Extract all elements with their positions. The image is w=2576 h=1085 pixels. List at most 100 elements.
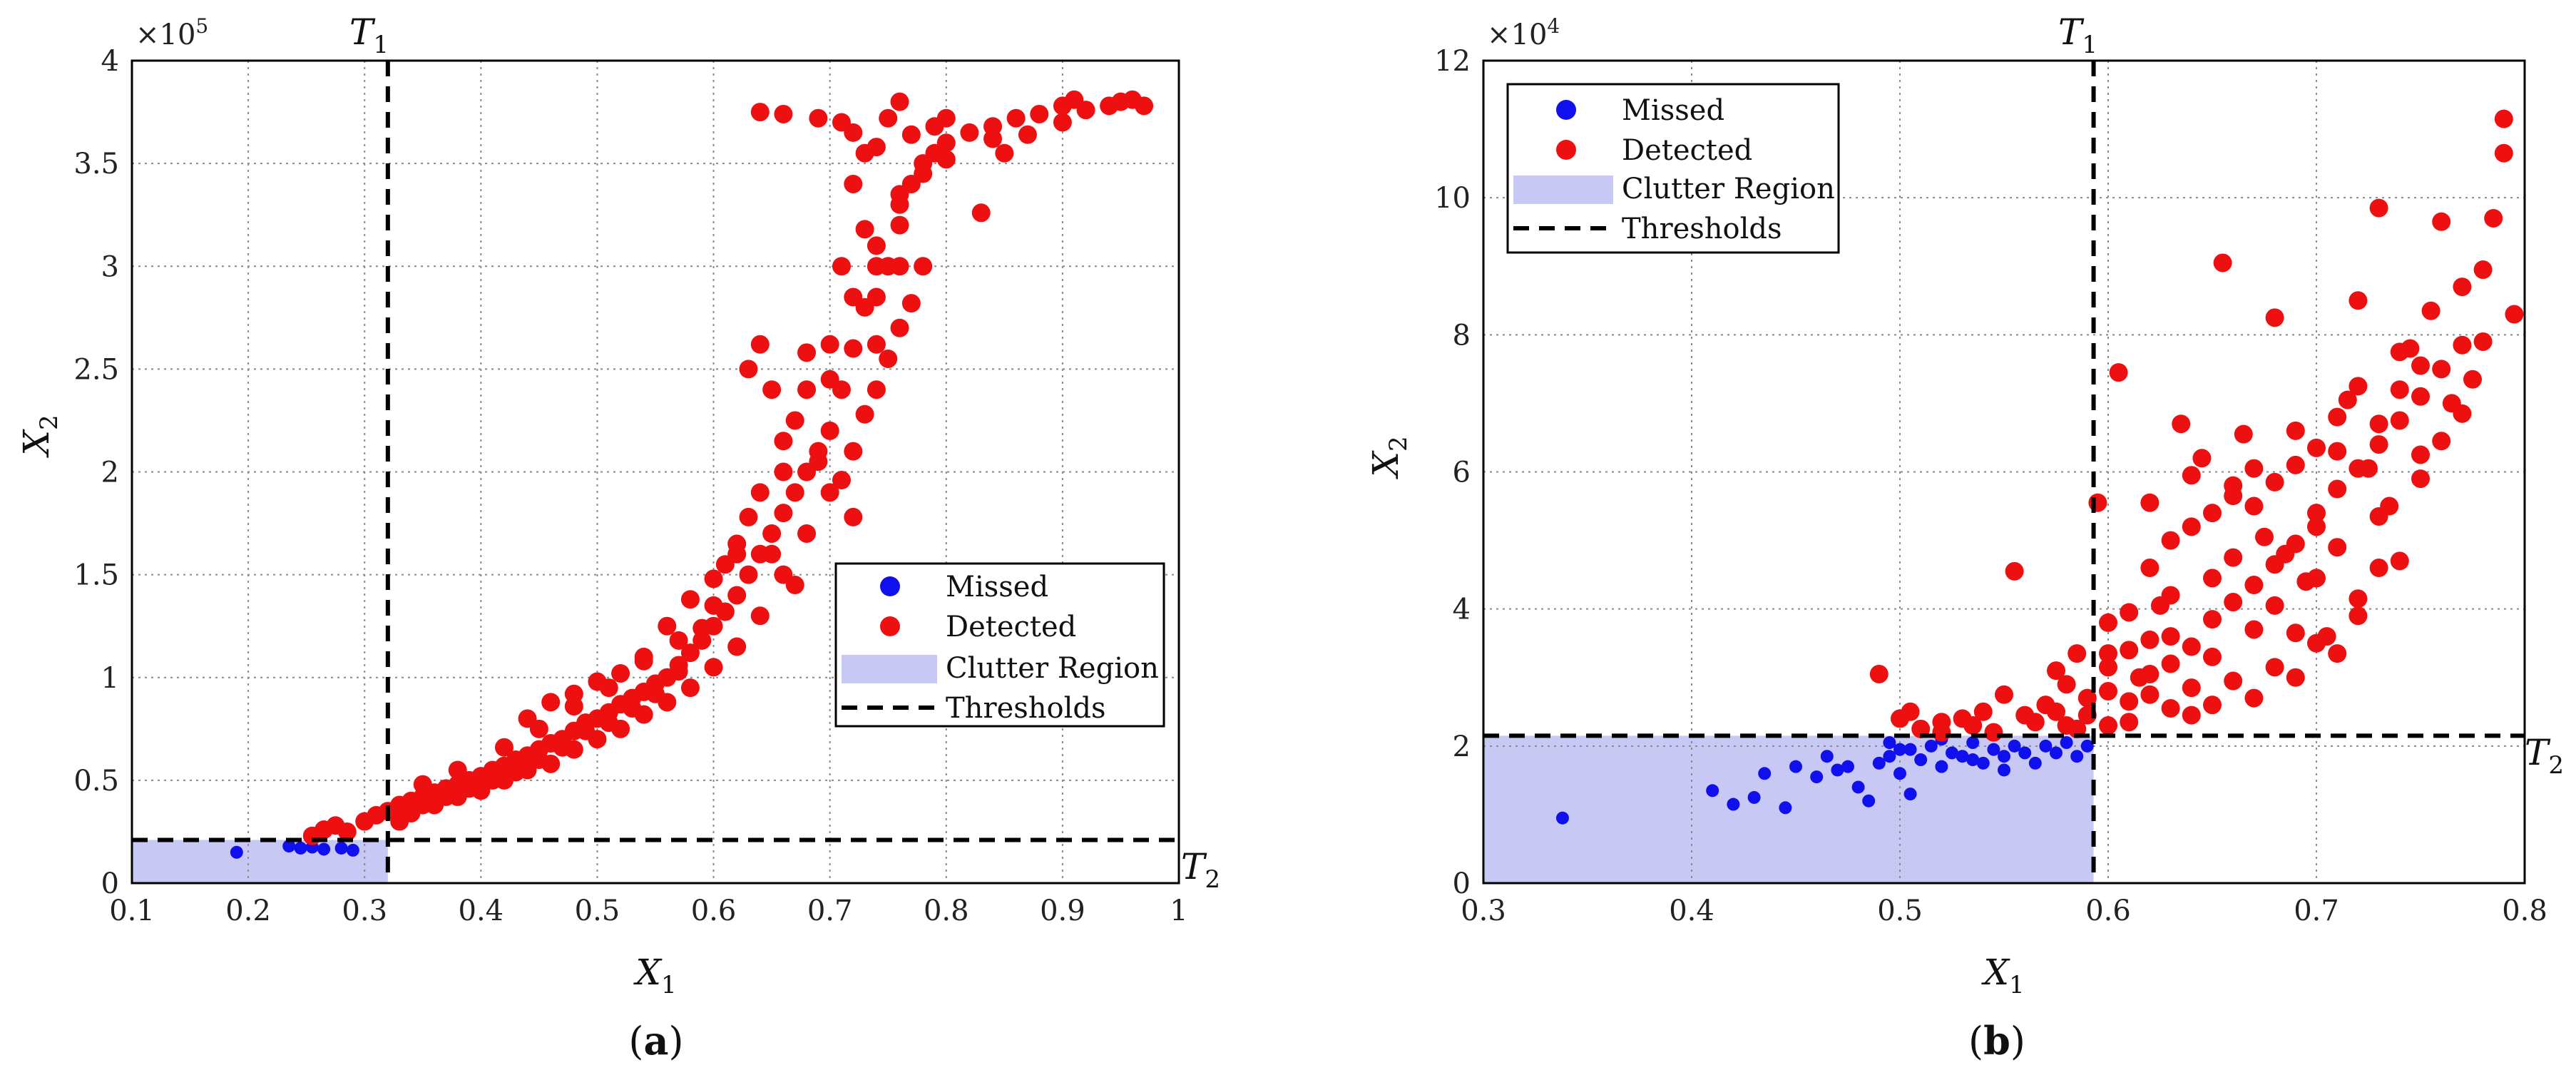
panel-a-y-tick-labels: 0 0.5 1 1.5 2 2.5 3 3.5 4 <box>73 45 119 900</box>
panel-b-point-detected <box>2203 610 2222 629</box>
panel-a-y-axis-label: X2 <box>16 414 63 458</box>
panel-b-y-axis-label-sub: 2 <box>1384 436 1413 452</box>
panel-a-point-detected <box>960 123 979 142</box>
panel-b-x-axis-label: X1 <box>1980 952 2024 999</box>
panel-b-legend-threshold-label: Thresholds <box>1622 213 1782 245</box>
panel-b-point-detected <box>2328 442 2347 461</box>
panel-a-point-detected <box>879 349 898 368</box>
panel-a-point-detected <box>1006 108 1026 128</box>
panel-a-point-detected <box>727 637 747 656</box>
panel-b-point-detected <box>2411 445 2430 464</box>
panel-b-point-detected <box>2307 517 2326 536</box>
panel-b-point-detected <box>2203 569 2222 588</box>
panel-a-caption-letter: a <box>644 1018 669 1064</box>
panel-b-axes-box <box>1482 59 2526 885</box>
panel-a-point-detected <box>634 647 653 666</box>
panel-a-point-detected <box>762 524 782 543</box>
panel-b-x-tick-label: 0.5 <box>1877 895 1923 927</box>
panel-b-point-detected <box>2244 459 2264 478</box>
panel-b-point-detected <box>2182 466 2201 485</box>
panel-a-point-missed <box>294 841 307 855</box>
panel-b-point-detected <box>2463 370 2482 389</box>
panel-b-point-missed <box>1935 760 1948 773</box>
panel-a-point-detected <box>971 203 991 223</box>
panel-a-point-detected <box>739 565 758 584</box>
panel-b-point-detected <box>2328 644 2347 663</box>
panel-a-y-tick-label: 2 <box>101 457 119 489</box>
panel-a-point-detected <box>774 104 793 123</box>
panel-a-point-detected <box>564 684 583 703</box>
panel-a-point-detected <box>715 555 735 574</box>
panel-a-y-tick-label: 0 <box>101 867 119 900</box>
panel-b-point-missed <box>1998 750 2010 763</box>
panel-a-point-missed <box>334 841 348 855</box>
panel-a-plot-area <box>132 61 1179 883</box>
panel-b-x-axis-label-sub: 1 <box>2009 971 2025 999</box>
panel-b-point-detected <box>2307 438 2326 457</box>
panel-a-point-detected <box>901 294 921 313</box>
panel-a-legend-clutter-swatch <box>842 655 937 683</box>
panel-a-point-detected <box>669 631 688 650</box>
panel-b-y-tick-label: 2 <box>1453 730 1471 763</box>
panel-a-legend-detected-marker <box>880 616 900 636</box>
panel-a-t2-label-main: T <box>1181 846 1207 887</box>
panel-a-point-detected <box>436 787 456 806</box>
panel-b-point-detected <box>2265 596 2284 615</box>
panel-b-y-multiplier: ×104 <box>1487 14 1560 51</box>
panel-b-point-detected <box>2286 623 2305 643</box>
panel-b-point-detected <box>2161 586 2180 605</box>
panel-a-point-detected <box>809 108 828 128</box>
panel-a-point-detected <box>727 586 747 605</box>
panel-a-t1-label-main: T <box>349 11 376 53</box>
panel-b-point-detected <box>2140 685 2160 704</box>
panel-b-point-missed <box>1883 750 1896 763</box>
panel-a-x-tick-label: 0.5 <box>575 895 620 927</box>
panel-b-t2-label-main: T <box>2525 732 2551 773</box>
panel-a-point-detected <box>680 590 700 609</box>
panel-b-legend-clutter-swatch <box>1513 175 1613 204</box>
panel-b-points <box>1555 109 2524 825</box>
panel-a-point-detected <box>413 775 432 794</box>
panel-b-point-detected <box>2025 713 2045 732</box>
panel-b-point-detected <box>2286 668 2305 687</box>
panel-b-point-missed <box>1966 753 1980 767</box>
panel-b-point-detected <box>2286 455 2305 474</box>
panel-b-point-detected <box>2140 664 2160 683</box>
panel-b-point-detected <box>2192 449 2212 468</box>
panel-b-point-missed <box>1862 794 1876 808</box>
panel-a-legend-threshold-label: Thresholds <box>946 692 1106 725</box>
panel-b-point-detected <box>2005 561 2024 581</box>
panel-b-point-missed <box>1883 736 1896 750</box>
panel-b-point-detected <box>2140 493 2160 512</box>
panel-a-x-tick-label: 0.3 <box>342 895 387 927</box>
panel-b-y-tick-label: 0 <box>1453 867 1471 900</box>
panel-a-point-detected <box>785 483 804 502</box>
panel-a-point-detected <box>914 257 933 276</box>
panel-a-caption: (a) <box>628 1018 683 1064</box>
panel-a-point-detected <box>774 432 793 451</box>
panel-b-point-missed <box>1872 756 1886 770</box>
panel-b-legend-missed-marker <box>1556 100 1576 120</box>
panel-b-point-missed <box>2008 739 2021 753</box>
panel-a-legend-clutter-label: Clutter Region <box>946 652 1159 685</box>
panel-b-point-detected <box>2473 332 2493 351</box>
panel-a-x-tick-label: 0.7 <box>807 895 853 927</box>
panel-b-point-missed <box>1727 798 1740 811</box>
panel-b-point-missed <box>2039 739 2053 753</box>
panel-b-point-missed <box>1789 760 1802 773</box>
panel-b-point-detected <box>2057 675 2076 694</box>
panel-a-point-detected <box>797 524 817 543</box>
panel-b-point-missed <box>1706 784 1719 798</box>
panel-a-point-detected <box>890 215 909 235</box>
panel-a-point-detected <box>797 380 817 399</box>
panel-a-point-detected <box>576 721 596 740</box>
panel-b-point-missed <box>1903 788 1917 801</box>
panel-b-point-missed <box>1851 780 1865 794</box>
panel-b-point-detected <box>2224 487 2243 506</box>
panel-b-legend-missed-label: Missed <box>1622 94 1724 127</box>
panel-b-point-detected <box>2411 356 2430 375</box>
panel-b-point-detected <box>2411 469 2430 489</box>
panel-a-x-tick-label: 0.6 <box>691 895 737 927</box>
panel-b-point-missed <box>2070 750 2084 763</box>
